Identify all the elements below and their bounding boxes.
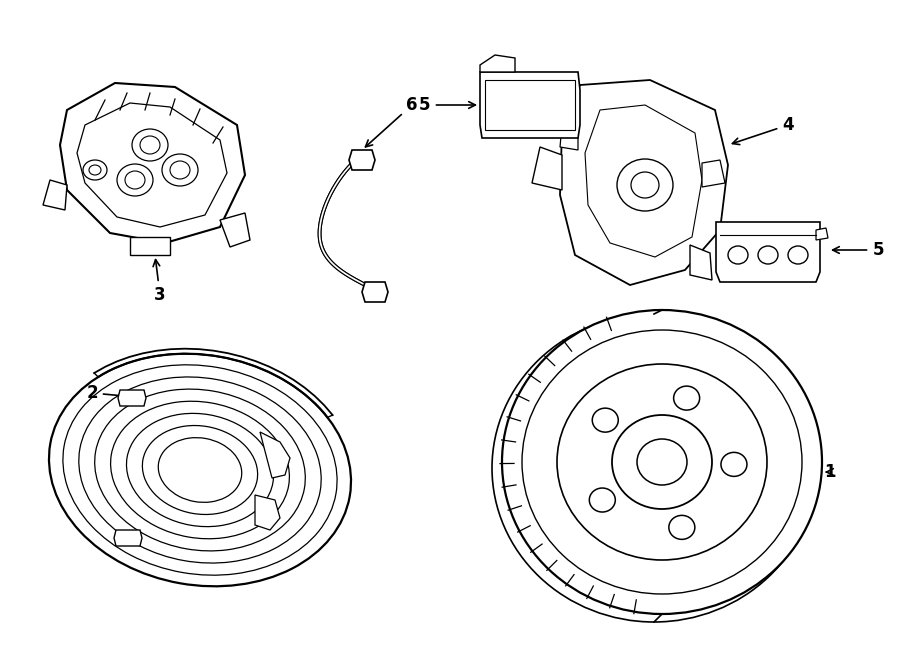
Ellipse shape [502,310,822,614]
Text: 5: 5 [832,241,884,259]
Ellipse shape [557,364,767,560]
Polygon shape [532,147,562,190]
Ellipse shape [758,246,778,264]
Polygon shape [480,55,515,72]
Ellipse shape [140,136,160,154]
Polygon shape [560,123,578,150]
Text: 5: 5 [419,96,475,114]
Ellipse shape [673,386,699,410]
Polygon shape [114,530,142,546]
Polygon shape [480,72,580,138]
Polygon shape [362,282,388,302]
Polygon shape [816,228,828,240]
Ellipse shape [592,408,618,432]
Polygon shape [255,495,280,530]
Ellipse shape [631,172,659,198]
Ellipse shape [721,452,747,477]
Ellipse shape [728,246,748,264]
Ellipse shape [89,165,101,175]
Ellipse shape [669,516,695,539]
Ellipse shape [170,161,190,179]
Ellipse shape [612,415,712,509]
Ellipse shape [49,354,351,586]
Ellipse shape [83,160,107,180]
Polygon shape [716,222,820,282]
Ellipse shape [162,154,198,186]
Polygon shape [130,237,170,255]
Polygon shape [220,213,250,247]
Polygon shape [560,80,728,285]
Ellipse shape [125,171,145,189]
Polygon shape [349,150,375,170]
Polygon shape [118,390,146,406]
Text: 3: 3 [153,260,166,304]
Polygon shape [702,160,725,187]
Ellipse shape [132,129,168,161]
Ellipse shape [788,246,808,264]
Ellipse shape [117,164,153,196]
Polygon shape [60,83,245,243]
Text: 1: 1 [824,463,836,481]
Text: 2: 2 [86,384,141,402]
Polygon shape [260,432,290,478]
Text: 4: 4 [733,116,794,145]
Polygon shape [43,180,67,210]
Ellipse shape [522,330,802,594]
Text: 6: 6 [365,96,418,147]
Ellipse shape [637,439,687,485]
Ellipse shape [590,488,616,512]
Polygon shape [690,245,712,280]
Ellipse shape [617,159,673,211]
